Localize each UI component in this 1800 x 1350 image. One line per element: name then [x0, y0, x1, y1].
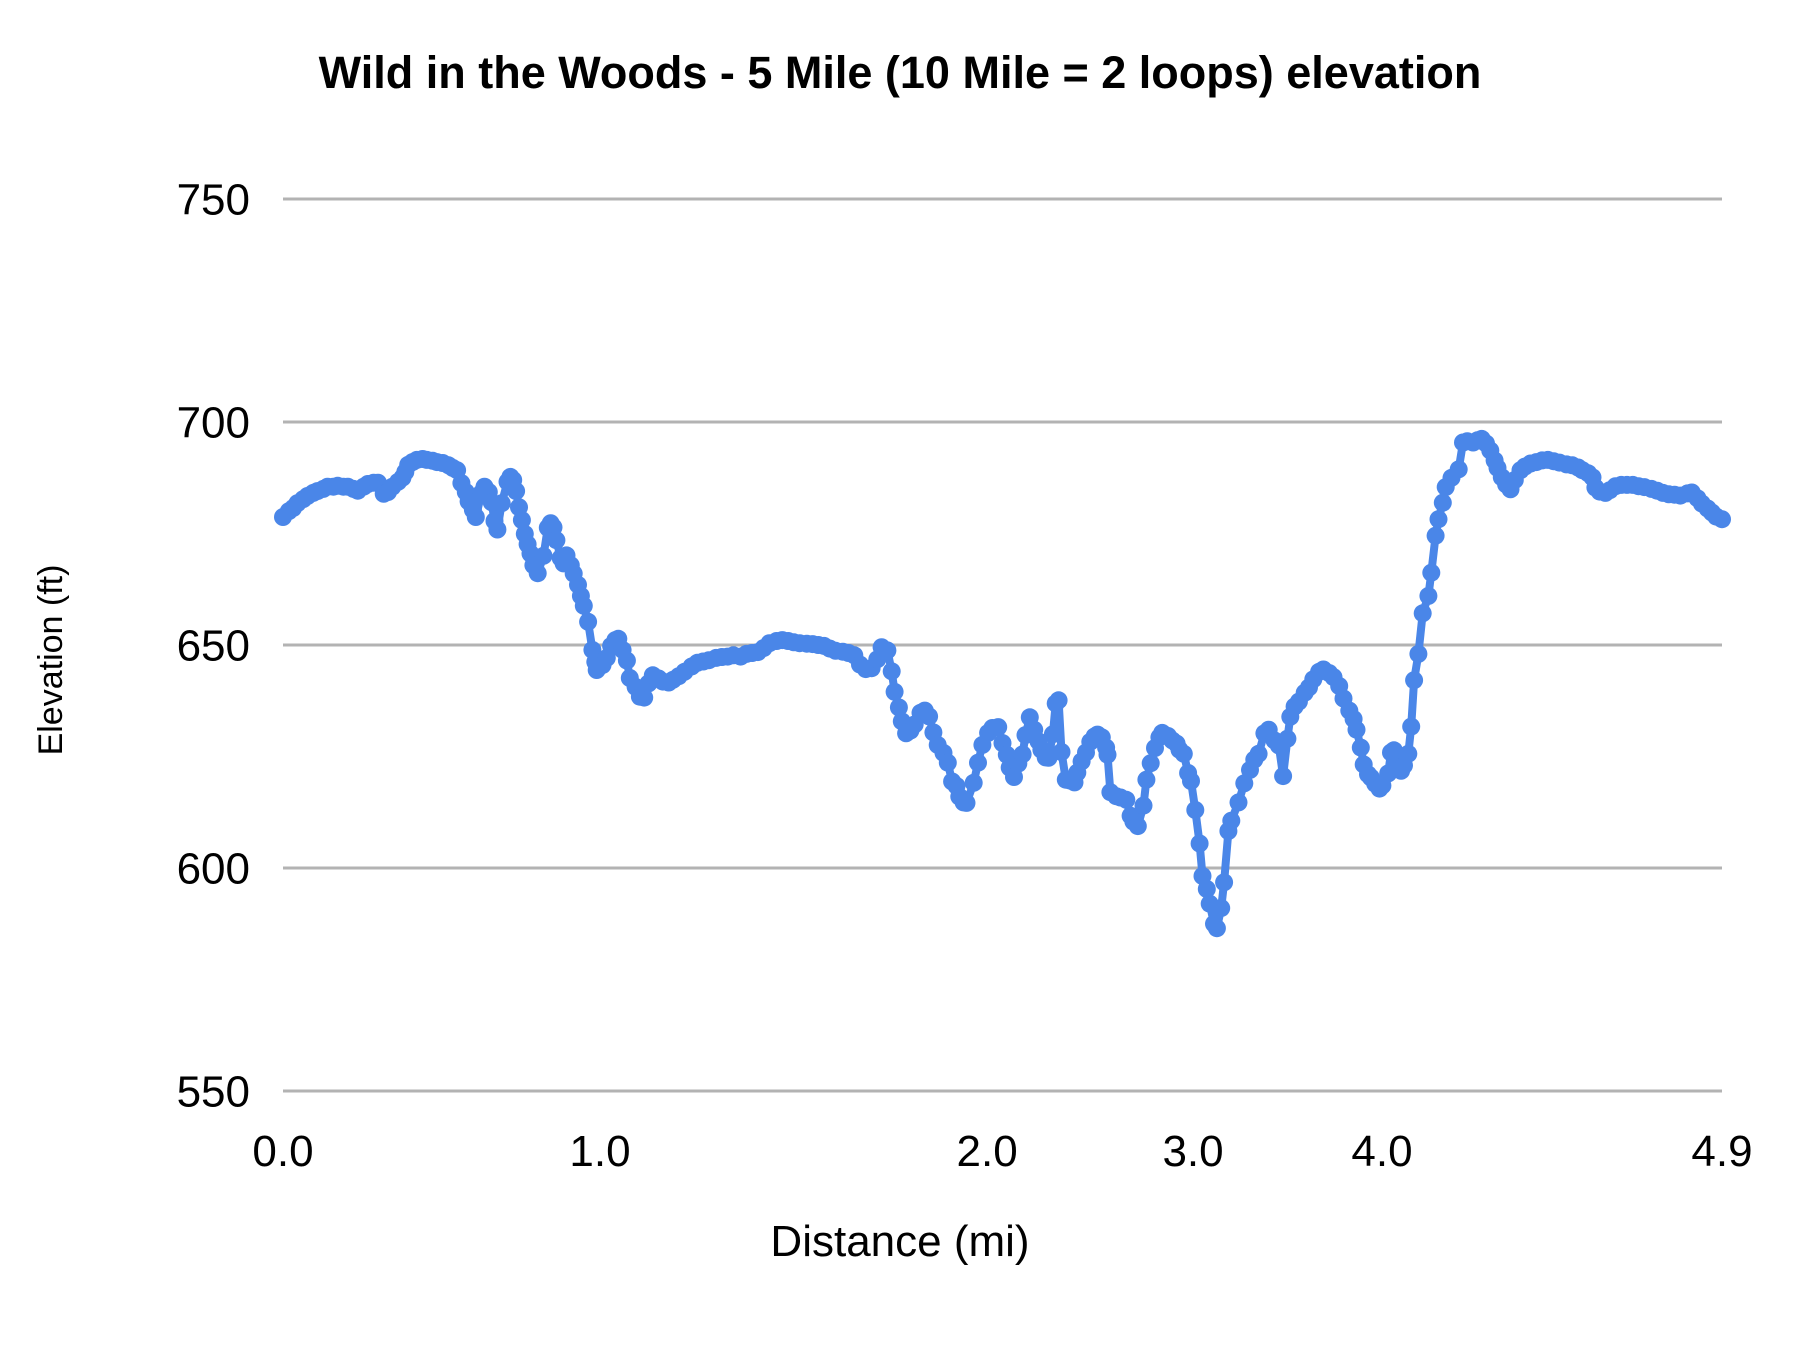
x-tick-label-4.0: 4.0 [1351, 1127, 1412, 1176]
data-point-marker [1215, 873, 1234, 892]
data-point-marker [488, 520, 507, 539]
data-point-marker [1351, 738, 1370, 757]
data-point-marker [1274, 767, 1293, 786]
data-point-marker [1197, 880, 1216, 898]
data-point-marker [1098, 745, 1117, 764]
elevation-series [274, 429, 1731, 938]
data-point-marker [885, 682, 904, 701]
data-point-marker [1222, 811, 1241, 830]
data-point-marker [1190, 834, 1209, 853]
data-point-marker [1399, 744, 1418, 763]
gridlines-group [283, 197, 1722, 1093]
data-point-marker [1052, 743, 1071, 761]
data-point-marker [1429, 510, 1448, 529]
data-point-marker [512, 511, 531, 530]
data-point-marker [1419, 586, 1438, 605]
data-point-marker [1409, 644, 1428, 663]
data-point-marker [1413, 604, 1432, 623]
data-point-marker [547, 531, 566, 550]
x-tick-label-0.0: 0.0 [252, 1127, 313, 1176]
data-point-marker [1449, 460, 1468, 479]
x-axis-tick-labels: 0.0 1.0 2.0 3.0 4.0 4.9 [252, 1127, 1752, 1176]
data-point-marker [1405, 671, 1424, 690]
data-point-marker [635, 688, 654, 707]
data-point-marker [889, 698, 908, 717]
data-point-marker [534, 546, 553, 565]
data-point-marker [1134, 796, 1153, 815]
data-point-marker [1422, 563, 1441, 582]
data-point-marker [878, 641, 897, 660]
data-point-marker [1128, 817, 1147, 836]
data-point-marker [964, 773, 983, 792]
data-point-marker [579, 612, 598, 631]
y-tick-label-550: 550 [177, 1067, 250, 1116]
x-tick-label-4.9: 4.9 [1691, 1127, 1752, 1176]
data-point-marker [1347, 720, 1366, 739]
data-point-marker [1117, 790, 1136, 809]
data-point-marker [1174, 744, 1193, 763]
data-point-marker [1278, 729, 1297, 748]
data-point-marker [1141, 754, 1160, 773]
y-axis-title: Elevation (ft) [32, 565, 70, 756]
data-point-marker [1249, 744, 1268, 763]
data-point-marker [1426, 526, 1445, 545]
data-point-marker [492, 494, 511, 513]
data-point-marker [1229, 793, 1248, 812]
data-point-marker [938, 753, 957, 772]
data-point-marker [957, 793, 976, 812]
y-tick-label-750: 750 [177, 175, 250, 224]
x-tick-label-3.0: 3.0 [1162, 1127, 1223, 1176]
y-tick-label-600: 600 [177, 844, 250, 893]
data-point-marker [466, 508, 485, 526]
x-axis-title: Distance (mi) [770, 1217, 1029, 1266]
data-point-marker [1013, 745, 1032, 764]
data-point-marker [1182, 772, 1200, 790]
data-point-marker [969, 753, 987, 772]
data-point-marker [1207, 919, 1226, 938]
data-point-marker [882, 662, 901, 681]
data-point-marker [1433, 493, 1452, 512]
data-point-marker [1137, 770, 1156, 789]
data-point-marker [507, 482, 526, 501]
data-point-marker [1049, 691, 1068, 710]
y-axis-tick-labels: 550 600 650 700 750 [177, 175, 250, 1116]
data-point-marker [574, 596, 593, 615]
data-point-marker [1713, 510, 1731, 529]
data-point-marker [1186, 801, 1205, 819]
data-point-marker [1402, 717, 1421, 736]
y-tick-label-700: 700 [177, 398, 250, 447]
x-tick-label-1.0: 1.0 [569, 1127, 630, 1176]
data-point-marker [989, 718, 1008, 737]
chart-title: Wild in the Woods - 5 Mile (10 Mile = 2 … [319, 47, 1482, 98]
data-point-marker [920, 707, 939, 726]
data-point-marker [617, 651, 636, 670]
data-point-marker [1212, 899, 1231, 918]
x-tick-label-2.0: 2.0 [957, 1127, 1018, 1176]
data-point-marker [528, 564, 547, 583]
data-point-marker [1043, 725, 1062, 744]
y-tick-label-650: 650 [177, 621, 250, 670]
